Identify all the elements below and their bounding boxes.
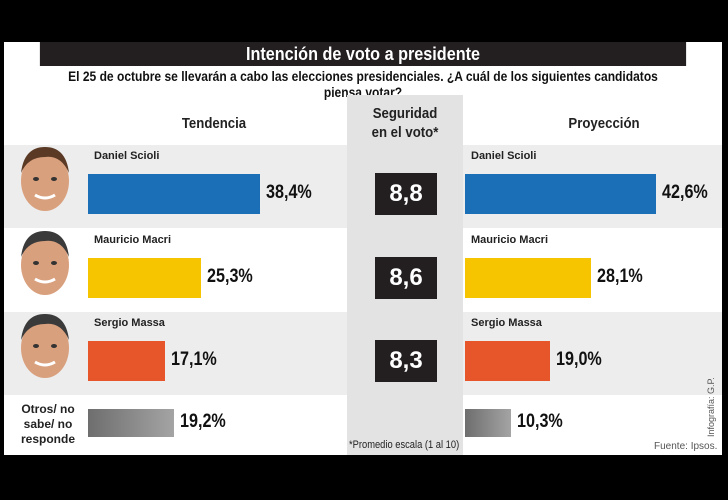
bar-value: 25,3% [207, 266, 254, 287]
bar-proyección [465, 258, 591, 298]
header-tendencia: Tendencia [181, 115, 247, 132]
bar-tendencia [88, 258, 202, 298]
seguridad-value: 8,6 [375, 257, 437, 299]
candidate-name: Daniel Scioli [471, 150, 537, 162]
title: Intención de voto a presidente [39, 42, 687, 66]
footnote: *Promedio escala (1 al 10) [349, 439, 460, 451]
candidate-name: Mauricio Macri [471, 234, 549, 246]
bar-tendencia [88, 174, 261, 214]
candidate-photo [16, 141, 74, 211]
seguridad-value: 8,3 [375, 340, 437, 382]
bar-proyección [465, 174, 656, 214]
header-proyeccion: Proyección [568, 115, 640, 132]
bar-value: 17,1% [170, 349, 217, 370]
bar-value: 28,1% [596, 266, 643, 287]
candidate-name: Sergio Massa [471, 317, 542, 329]
candidate-photo [16, 225, 74, 295]
candidate-name: Sergio Massa [94, 317, 165, 329]
infographic: Intención de voto a presidente El 25 de … [4, 42, 722, 455]
header-seguridad: Seguridad en el voto* [371, 105, 439, 141]
candidate-photo [16, 308, 74, 378]
credit: Infografía: G.P. [706, 377, 716, 437]
bar-value: 19,0% [556, 349, 602, 370]
bar-proyección [465, 409, 512, 437]
otros-label: Otros/ no sabe/ no responde [20, 402, 75, 446]
bar-value: 10,3% [517, 411, 563, 432]
bar-tendencia [88, 341, 165, 381]
bar-value: 38,4% [266, 182, 312, 203]
candidate-name: Mauricio Macri [94, 234, 172, 246]
candidate-name: Daniel Scioli [94, 150, 160, 162]
seguridad-value: 8,8 [375, 173, 437, 215]
bar-value: 19,2% [180, 411, 226, 432]
bar-proyección [465, 341, 551, 381]
bar-tendencia [88, 409, 175, 437]
bar-value: 42,6% [661, 182, 708, 203]
source: Fuente: Ipsos. [654, 441, 718, 452]
